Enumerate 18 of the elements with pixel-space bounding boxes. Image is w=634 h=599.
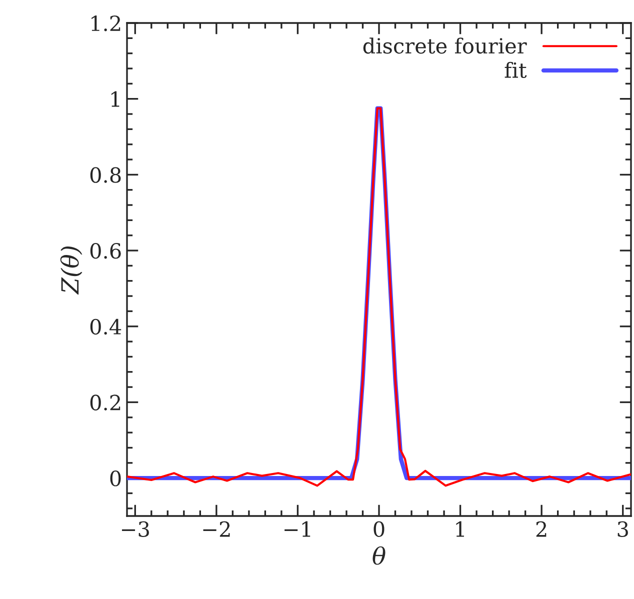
legend-label: fit <box>504 62 527 78</box>
x-axis-title: θ <box>372 546 386 565</box>
y-tick-label: 0.2 <box>90 394 120 410</box>
y-tick-label: 0.4 <box>90 318 122 335</box>
legend-label: discrete fourier <box>363 38 527 54</box>
x-tick-label: 1 <box>456 521 464 537</box>
x-tick-label: −3 <box>122 521 149 537</box>
y-tick-label: 0.8 <box>90 167 121 183</box>
x-tick-label: 3 <box>618 521 628 537</box>
x-tick-label: −2 <box>203 521 230 537</box>
x-tick-label: −1 <box>284 521 310 537</box>
y-tick-label: 0 <box>110 470 121 486</box>
x-tick-label: 0 <box>374 521 384 537</box>
y-axis-title: Z(θ) <box>60 246 82 295</box>
y-tick-label: 0.6 <box>90 242 121 259</box>
x-tick-label: 2 <box>536 521 546 537</box>
y-tick-label: 1.2 <box>92 15 120 32</box>
y-tick-label: 1 <box>111 91 120 107</box>
